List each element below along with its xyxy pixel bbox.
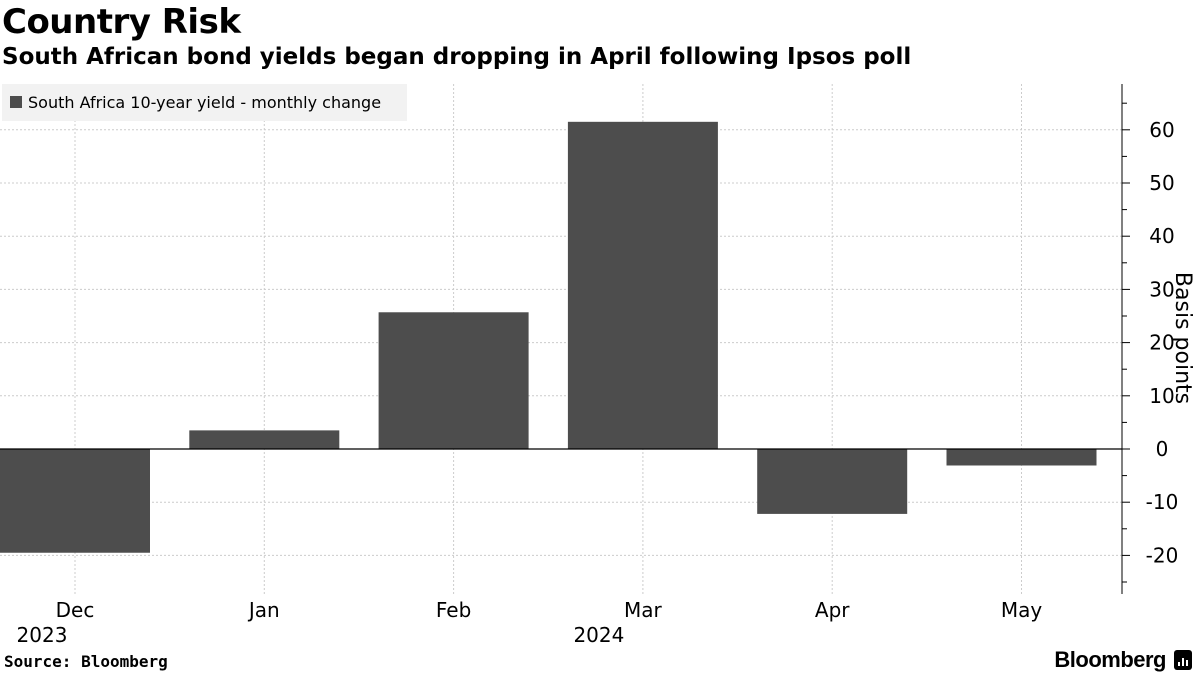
x-tick-label: Dec — [56, 598, 95, 622]
bar-mar — [567, 121, 718, 449]
chart-title: Country Risk — [2, 2, 241, 42]
grid-lines — [0, 84, 1122, 594]
x-tick-label: Apr — [815, 598, 850, 622]
bar-feb — [378, 312, 529, 449]
x-tick-label: Jan — [247, 598, 280, 622]
bloomberg-icon — [1174, 650, 1192, 670]
legend-swatch — [10, 96, 22, 108]
legend-background — [2, 84, 407, 121]
bar-apr — [757, 449, 908, 514]
x-tick-label: Feb — [436, 598, 471, 622]
source-note: Source: Bloomberg — [4, 652, 168, 671]
legend: South Africa 10-year yield - monthly cha… — [2, 84, 407, 121]
y-tick-label: -20 — [1146, 543, 1179, 567]
brand-logo: Bloomberg — [1054, 647, 1166, 672]
x-year-label: 2023 — [17, 623, 68, 647]
y-axis: -20 -10 0 10 20 30 40 50 60 — [0, 84, 1178, 594]
x-year-label: 2024 — [573, 623, 624, 647]
y-tick-label: 10 — [1149, 384, 1174, 408]
y-tick-label: 0 — [1156, 437, 1169, 461]
bars — [0, 121, 1097, 553]
bar-jan — [189, 430, 340, 449]
y-tick-label: 60 — [1149, 118, 1174, 142]
x-tick-label: Mar — [624, 598, 663, 622]
y-tick-label: 20 — [1149, 331, 1174, 355]
y-tick-label: -10 — [1146, 490, 1179, 514]
bar-dec — [0, 449, 150, 553]
chart-subtitle: South African bond yields began dropping… — [2, 44, 912, 70]
y-tick-label: 40 — [1149, 224, 1174, 248]
bar-may — [946, 449, 1097, 466]
x-tick-label: May — [1001, 598, 1043, 622]
y-tick-label: 30 — [1149, 277, 1174, 301]
y-axis-label: Basis points — [1170, 272, 1195, 404]
legend-label: South Africa 10-year yield - monthly cha… — [28, 93, 381, 112]
y-tick-label: 50 — [1149, 171, 1174, 195]
